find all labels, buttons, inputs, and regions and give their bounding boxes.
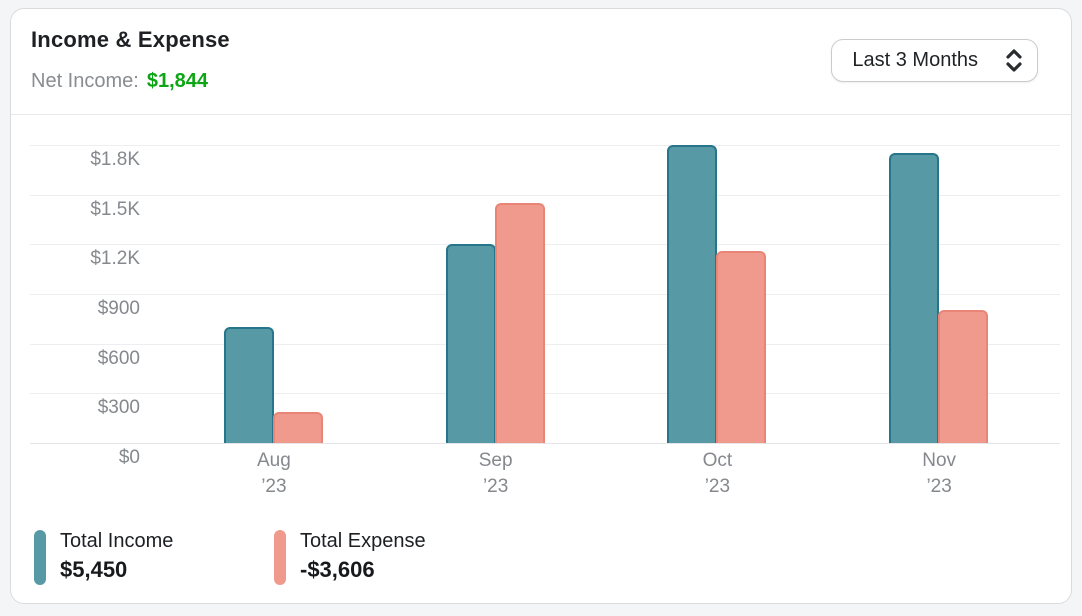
legend-value-income: $5,450 — [60, 557, 128, 582]
y-axis-tick-label: $300 — [97, 397, 140, 419]
grid-line — [30, 244, 1060, 246]
income-bar-aug[interactable] — [223, 327, 274, 443]
net-income-value: $1,844 — [146, 70, 208, 92]
x-axis-label-nov: Nov ’23 — [922, 450, 957, 497]
chevron-up-down-icon — [1004, 47, 1024, 74]
expense-bar-aug[interactable] — [272, 411, 323, 443]
income-bar-oct[interactable] — [667, 145, 718, 443]
legend-item-income[interactable]: Total Income $5,450 — [34, 527, 274, 585]
x-axis-label-aug: Aug ’23 — [256, 450, 291, 497]
expense-bar-sep[interactable] — [494, 202, 545, 443]
period-select-value: Last 3 Months — [852, 49, 978, 71]
net-income-label: Net Income: — [31, 70, 139, 92]
grid-line — [30, 294, 1060, 295]
header-divider — [11, 114, 1071, 115]
y-axis-tick-label: $1.5K — [90, 198, 140, 220]
x-axis-label-oct: Oct ’23 — [702, 450, 733, 497]
legend-name-income: Total Income — [60, 530, 174, 552]
income-bar-sep[interactable] — [445, 244, 496, 443]
y-axis-tick-label: $1.2K — [90, 248, 140, 270]
y-axis-tick-label: $600 — [97, 347, 140, 369]
grid-line — [30, 343, 1060, 345]
chart-legend: Total Income $5,450 Total Expense -$3,60… — [34, 527, 514, 585]
grid-line — [30, 194, 1060, 196]
y-axis-tick-label: $1.8K — [90, 149, 140, 170]
card-title: Income & Expense — [31, 27, 230, 52]
legend-marker-expense — [274, 530, 286, 585]
y-axis-tick-label: $0 — [118, 447, 140, 468]
grid-line — [30, 393, 1060, 395]
grid-line — [30, 443, 1060, 444]
expense-bar-oct[interactable] — [716, 250, 767, 443]
legend-name-expense: Total Expense — [300, 530, 426, 552]
grid-line — [30, 145, 1060, 146]
net-income-row: Net Income: $1,844 — [31, 70, 208, 93]
expense-bar-nov[interactable] — [938, 309, 989, 443]
legend-item-expense[interactable]: Total Expense -$3,606 — [274, 527, 514, 585]
income-bar-nov[interactable] — [889, 153, 940, 443]
legend-marker-income — [34, 530, 46, 585]
bar-chart: $0 $300 $600 $900 $1.2K $1.5K $1.8K Aug ’23 Sep … — [30, 145, 1060, 497]
y-axis-tick-label: $900 — [97, 298, 140, 319]
x-axis-label-sep: Sep ’23 — [478, 450, 513, 497]
legend-value-expense: -$3,606 — [300, 557, 375, 582]
period-select[interactable]: Last 3 Months — [831, 39, 1038, 82]
income-expense-card: Income & Expense Net Income: $1,844 Last… — [10, 8, 1072, 604]
